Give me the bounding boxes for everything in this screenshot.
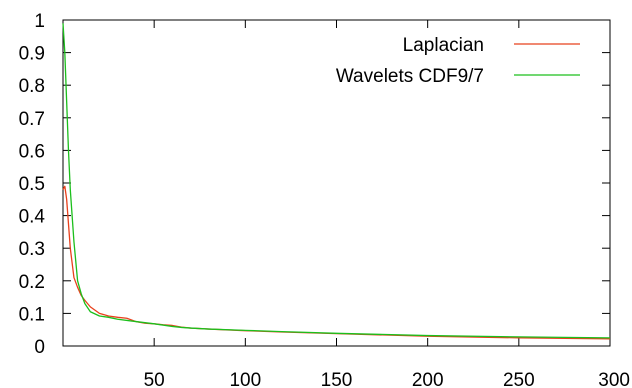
y-axis: 0 0.1 0.2 0.3 0.4 0.5 0.6 0.7 0.8 0.9 1 [19,11,610,358]
y-tick-label: 0.3 [19,239,45,260]
x-tick-label: 300 [598,370,630,388]
x-axis: 50 100 150 200 250 300 [144,20,630,388]
x-tick-label: 200 [412,370,444,388]
x-tick-label: 100 [229,370,261,388]
x-tick-label: 150 [321,370,353,388]
x-tick-label: 250 [503,370,535,388]
legend: Laplacian Wavelets CDF9/7 [336,35,580,87]
y-tick-label: 1 [34,11,45,32]
legend-label: Wavelets CDF9/7 [336,66,484,87]
y-tick-label: 0.5 [19,174,45,195]
series-line-laplacian [62,185,611,340]
legend-label: Laplacian [403,35,484,56]
series-group [62,23,611,340]
y-tick-label: 0.6 [19,141,45,162]
y-tick-label: 0.4 [19,207,46,228]
y-tick-label: 0.2 [19,272,45,293]
y-tick-label: 0 [34,337,45,358]
y-tick-label: 0.8 [19,76,45,97]
y-tick-label: 0.9 [19,44,45,65]
series-line-wavelets [62,23,611,339]
x-tick-label: 50 [144,370,165,388]
y-tick-label: 0.7 [19,109,45,130]
y-tick-label: 0.1 [19,304,45,325]
